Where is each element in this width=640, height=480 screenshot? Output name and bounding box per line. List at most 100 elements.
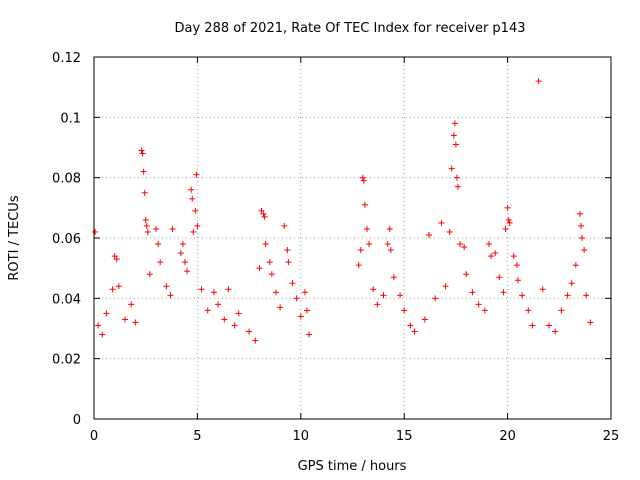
data-point	[231, 322, 238, 329]
data-point	[463, 271, 470, 278]
data-point	[111, 253, 118, 260]
y-tick-label: 0.04	[52, 292, 81, 307]
y-tick-label: 0.1	[60, 111, 81, 126]
data-point	[297, 313, 304, 320]
data-point	[139, 150, 146, 157]
data-point	[370, 286, 377, 293]
x-tick-label: 5	[193, 429, 201, 444]
data-point	[157, 259, 164, 266]
data-point	[189, 195, 196, 202]
data-point	[359, 174, 366, 181]
data-point	[306, 331, 313, 338]
chart-title: Day 288 of 2021, Rate Of TEC Index for r…	[175, 21, 526, 36]
data-point	[153, 225, 160, 232]
data-point	[155, 241, 162, 248]
data-point	[505, 216, 512, 223]
data-point	[301, 289, 308, 296]
data-point	[258, 207, 265, 214]
data-point	[215, 301, 222, 308]
data-point	[252, 337, 259, 344]
data-point	[397, 292, 404, 299]
data-point	[572, 262, 579, 269]
data-point	[519, 292, 526, 299]
data-point	[115, 283, 122, 290]
data-point	[181, 259, 188, 266]
y-axis-label: ROTI / TECUs	[7, 195, 22, 280]
data-point	[169, 225, 176, 232]
data-point	[293, 295, 300, 302]
data-point	[132, 319, 139, 326]
data-point	[163, 283, 170, 290]
data-point	[506, 219, 513, 226]
data-point	[235, 310, 242, 317]
data-point	[210, 289, 217, 296]
data-point	[568, 280, 575, 287]
data-point	[95, 322, 102, 329]
data-point	[188, 186, 195, 193]
data-point	[438, 219, 445, 226]
data-point	[374, 301, 381, 308]
x-tick-label: 0	[90, 429, 98, 444]
data-point	[146, 271, 153, 278]
data-point	[545, 322, 552, 329]
data-point	[360, 177, 367, 184]
data-point	[138, 147, 145, 154]
data-point	[184, 268, 191, 275]
data-point	[179, 241, 186, 248]
data-point	[492, 250, 499, 257]
plot-frame	[93, 56, 612, 420]
data-point	[204, 307, 211, 314]
data-point	[488, 253, 495, 260]
data-point	[502, 225, 509, 232]
data-point	[442, 283, 449, 290]
data-point	[260, 210, 267, 217]
data-points	[92, 78, 594, 344]
data-point	[361, 201, 368, 208]
data-point	[529, 322, 536, 329]
data-point	[192, 207, 199, 214]
data-point	[514, 277, 521, 284]
axis-ticks: 0 5 10 15 20 25 0 0.02 0.04 0.06 0.08 0.1 0.12	[52, 51, 619, 444]
data-point	[167, 292, 174, 299]
data-point	[109, 286, 116, 293]
data-point	[452, 141, 459, 148]
x-tick-label: 15	[396, 429, 413, 444]
data-point	[581, 247, 588, 254]
data-point	[558, 307, 565, 314]
data-point	[363, 225, 370, 232]
y-tick-label: 0.06	[52, 232, 81, 247]
data-point	[128, 301, 135, 308]
x-tick-label: 20	[499, 429, 516, 444]
data-point	[272, 289, 279, 296]
data-point	[357, 247, 364, 254]
data-point	[454, 183, 461, 190]
y-tick-label: 0.08	[52, 172, 81, 187]
data-point	[451, 120, 458, 127]
data-point	[113, 256, 120, 263]
data-point	[142, 216, 149, 223]
data-point	[525, 307, 532, 314]
data-point	[355, 262, 362, 269]
data-point	[143, 222, 150, 229]
data-point	[194, 222, 201, 229]
data-point	[453, 174, 460, 181]
data-point	[304, 307, 311, 314]
data-point	[277, 304, 284, 311]
data-point	[141, 189, 148, 196]
data-point	[144, 228, 151, 235]
grid-lines	[94, 57, 611, 419]
data-point	[268, 271, 275, 278]
x-tick-label: 10	[293, 429, 310, 444]
data-point	[284, 247, 291, 254]
data-point	[225, 286, 232, 293]
data-point	[446, 228, 453, 235]
data-point	[401, 307, 408, 314]
data-point	[92, 228, 99, 235]
data-point	[564, 292, 571, 299]
data-point	[583, 292, 590, 299]
data-point	[485, 241, 492, 248]
data-point	[387, 247, 394, 254]
data-point	[99, 331, 106, 338]
data-point	[578, 222, 585, 229]
